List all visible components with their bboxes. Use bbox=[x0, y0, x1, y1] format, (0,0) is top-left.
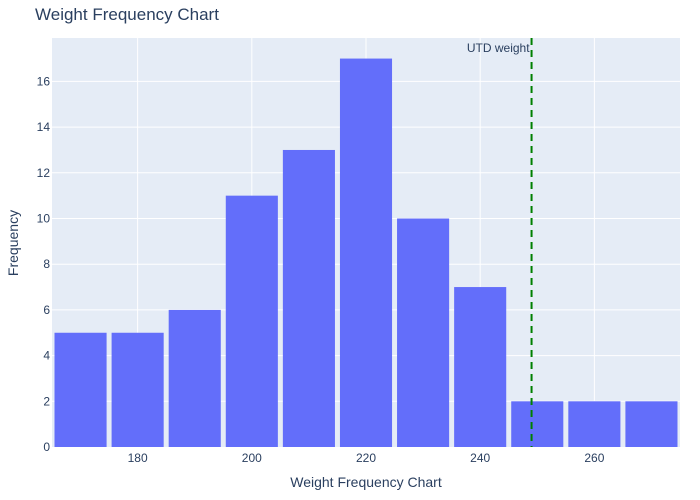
histogram-bar bbox=[168, 309, 221, 447]
y-axis-ticks: 0 2 4 6 8 10 12 14 16 bbox=[37, 74, 51, 454]
y-tick-label: 4 bbox=[43, 349, 50, 363]
x-axis-title: Weight Frequency Chart bbox=[290, 474, 442, 490]
histogram-bar bbox=[282, 149, 335, 448]
histogram-bar bbox=[54, 332, 107, 447]
reference-line-label: UTD weight bbox=[467, 41, 530, 55]
x-axis-ticks: 180 200 220 240 260 bbox=[128, 451, 605, 465]
reference-line-group: UTD weight bbox=[467, 38, 533, 447]
x-tick-label: 180 bbox=[128, 451, 148, 465]
y-axis-title: Frequency bbox=[5, 210, 21, 276]
histogram-bar bbox=[397, 218, 450, 447]
bars bbox=[54, 58, 678, 448]
x-tick-label: 220 bbox=[356, 451, 376, 465]
x-tick-label: 260 bbox=[584, 451, 604, 465]
histogram-bar bbox=[339, 58, 393, 448]
histogram-bar bbox=[225, 195, 278, 447]
y-tick-label: 14 bbox=[37, 120, 51, 134]
x-tick-label: 240 bbox=[470, 451, 490, 465]
x-tick-label: 200 bbox=[242, 451, 262, 465]
y-tick-label: 6 bbox=[43, 303, 50, 317]
y-tick-label: 0 bbox=[43, 440, 50, 454]
y-tick-label: 16 bbox=[37, 74, 51, 88]
y-tick-label: 12 bbox=[37, 166, 51, 180]
histogram-bar bbox=[625, 401, 678, 447]
y-tick-label: 10 bbox=[37, 212, 51, 226]
histogram-bar bbox=[454, 287, 507, 447]
histogram-bar bbox=[111, 332, 164, 447]
histogram-bar bbox=[511, 401, 564, 447]
y-tick-label: 2 bbox=[43, 394, 50, 408]
histogram-bar bbox=[568, 401, 621, 447]
chart-title: Weight Frequency Chart bbox=[35, 5, 219, 24]
y-tick-label: 8 bbox=[43, 257, 50, 271]
